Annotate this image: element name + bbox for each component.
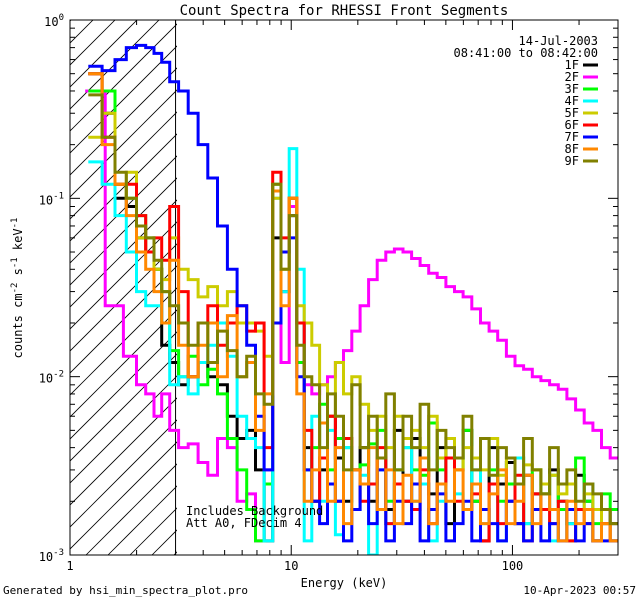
hatch-line [70, 397, 177, 506]
y-tick-label-1e0: 100 [44, 13, 64, 29]
series-line-2f [85, 89, 618, 543]
x-tick-label-100: 100 [502, 559, 524, 573]
legend-label-6f: 6F [565, 118, 579, 132]
series-line-5f [88, 111, 618, 543]
y-tick-label-1e-3: 10-3 [39, 548, 64, 564]
x-axis-label: Energy (keV) [301, 576, 388, 590]
y-axis-label: counts cm-2 s-1 keV-1 [10, 218, 25, 359]
info-date: 14-Jul-2003 [519, 34, 598, 48]
legend-label-9f: 9F [565, 154, 579, 168]
series-group [85, 43, 618, 555]
legend-label-5f: 5F [565, 106, 579, 120]
hatched-region [0, 0, 177, 555]
hatch-line [70, 199, 177, 308]
hatch-line [70, 221, 177, 330]
legend-label-3f: 3F [565, 82, 579, 96]
hatch-line [70, 265, 177, 374]
footer-generated-by: Generated by hsi_min_spectra_plot.pro [3, 584, 248, 597]
legend-label-1f: 1F [565, 58, 579, 72]
legend-label-8f: 8F [565, 142, 579, 156]
hatch-line [70, 375, 177, 484]
y-tick-label-1e-1: 10-1 [39, 191, 64, 207]
legend-label-4f: 4F [565, 94, 579, 108]
legend-label-2f: 2F [565, 70, 579, 84]
series-line-8f [88, 72, 618, 543]
hatch-line [70, 67, 177, 176]
y-tick-labels: 10-3 10-2 10-1 100 [39, 13, 64, 564]
hatch-line [70, 441, 177, 550]
series-line-9f [88, 93, 618, 526]
annotation-attenuator: Att A0, FDecim 4 [186, 516, 302, 530]
x-tick-label-1: 1 [66, 559, 73, 573]
plot-frame [69, 19, 619, 556]
hatch-line [70, 45, 177, 154]
x-tick-label-10: 10 [284, 559, 298, 573]
hatch-line [70, 133, 177, 242]
y-tick-label-1e-2: 10-2 [39, 370, 64, 386]
hatch-line [70, 23, 177, 132]
chart-title: Count Spectra for RHESSI Front Segments [180, 3, 509, 19]
hatch-line [70, 177, 177, 286]
hatch-line [0, 0, 52, 555]
axis-ticks [69, 19, 619, 556]
annotation-background: Includes Background [186, 504, 323, 518]
info-time-range: 08:41:00 to 08:42:00 [454, 46, 599, 60]
series-line-7f [88, 43, 618, 543]
hatch-line [70, 419, 177, 528]
hatch-line [70, 20, 160, 110]
hatch-line [70, 243, 177, 352]
legend-label-7f: 7F [565, 130, 579, 144]
footer-timestamp: 10-Apr-2023 00:57 [523, 584, 636, 597]
